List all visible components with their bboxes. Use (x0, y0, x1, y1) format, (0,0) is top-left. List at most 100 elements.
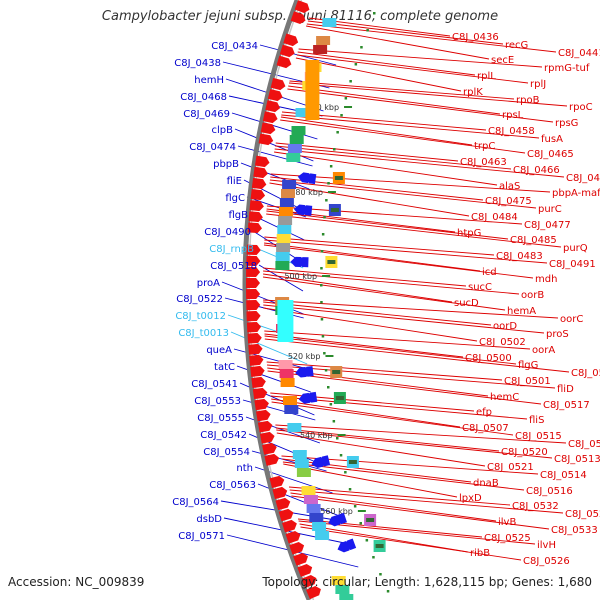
leader-line (275, 145, 512, 170)
gene-label-right: pbpA-maf (552, 188, 600, 199)
scale-label: 480 kbp (290, 188, 323, 197)
gene-label-left: clpB (212, 125, 234, 136)
gene-label-left: C8J_t0012 (175, 311, 226, 322)
leader-line (271, 401, 514, 436)
leader-line (263, 270, 520, 295)
reverse-gene-arrow (257, 420, 273, 433)
gene-label-right: ilvB (498, 517, 516, 528)
gene-label-right: C8J_0436 (452, 32, 499, 43)
reverse-gene-arrow (276, 55, 292, 69)
leader-line (275, 424, 567, 444)
feature-block (301, 486, 316, 495)
gene-label-right: C8J_0524 (565, 509, 600, 520)
feature-block (375, 544, 384, 548)
feature-block (296, 468, 311, 477)
feature-block (335, 396, 344, 400)
scale-dot (336, 437, 339, 440)
feature-block (287, 144, 302, 153)
reverse-gene-arrow (251, 376, 266, 389)
feature-block (309, 513, 324, 522)
gene-label-right: sucD (454, 298, 479, 309)
feature-block (286, 153, 301, 162)
reverse-gene-arrow (278, 508, 294, 522)
gene-label-right: recG (505, 40, 528, 51)
leader-line (307, 20, 504, 45)
leader-line (306, 25, 490, 60)
leader-line (274, 151, 498, 186)
gene-label-right: purC (538, 204, 562, 215)
gene-label-left: C8J_0438 (174, 58, 221, 69)
scale-dot (329, 403, 333, 406)
reverse-gene-arrow (262, 111, 278, 124)
gene-label-right: C8J_0500 (465, 353, 512, 364)
gene-label-right: mdh (535, 274, 557, 285)
gene-label-right: C8J_0466 (513, 165, 560, 176)
forward-gene-arrow (298, 392, 311, 404)
gene-label-right: proS (546, 329, 569, 340)
leader-line (289, 80, 515, 100)
scale-dot (320, 301, 323, 304)
reverse-gene-arrow (301, 574, 317, 588)
reverse-gene-arrow (270, 77, 286, 91)
forward-gene-arrow (293, 204, 306, 216)
gene-label-right: rpoB (516, 95, 540, 106)
reverse-gene-arrow (250, 189, 266, 201)
gene-label-right: C8J_0441 (558, 48, 600, 59)
gene-label-right: C8J_0458 (488, 126, 535, 137)
leader-line (297, 51, 476, 76)
scale-dot (329, 165, 333, 168)
leader-line (296, 54, 529, 84)
feature-block (289, 135, 304, 144)
forward-gene-arrow (290, 256, 302, 268)
gene-label-right: fliD (557, 384, 574, 395)
gene-label-right: dnaB (473, 478, 499, 489)
feature-block (334, 176, 343, 180)
reverse-gene-arrow (251, 177, 267, 190)
leader-line (263, 267, 467, 287)
reverse-gene-arrow (306, 586, 321, 600)
gene-label-right: rplL (477, 71, 496, 82)
feature-block (292, 450, 307, 459)
leader-line (297, 518, 483, 538)
gene-label-right: lpxD (459, 493, 482, 504)
scale-dot (344, 471, 347, 474)
gene-label-right: C8J_0507 (462, 423, 509, 434)
leader-line (263, 244, 534, 279)
reverse-gene-arrow (259, 431, 275, 444)
reverse-gene-arrow (252, 387, 268, 400)
leader-line (287, 88, 554, 123)
gene-label-right: rpsG (555, 118, 578, 129)
gene-label-left: C8J_0555 (197, 413, 244, 424)
reverse-gene-arrow (246, 310, 261, 322)
leader-line (306, 23, 557, 53)
reverse-gene-arrow (246, 244, 261, 256)
gene-label-left: nth (236, 463, 253, 474)
gene-label-right: rpsL (502, 110, 524, 121)
gene-label-right: secE (491, 55, 514, 66)
scale-dot (336, 131, 339, 134)
forward-gene-arrow (295, 366, 307, 378)
scale-dot (339, 454, 343, 457)
gene-label-right: hemC (490, 392, 519, 403)
gene-label-left: C8J_0518 (210, 261, 257, 272)
reverse-gene-arrow (275, 497, 291, 511)
scale-dot (333, 148, 336, 151)
gene-label-left: C8J_0564 (172, 497, 219, 508)
scale-dot (323, 216, 326, 219)
reverse-gene-arrow (269, 475, 285, 489)
leader-line (288, 85, 501, 115)
reverse-gene-arrow (297, 563, 313, 577)
gene-label-right: C8J_0517 (543, 400, 590, 411)
feature-block (295, 108, 310, 117)
accession-text: Accession: NC_009839 (8, 575, 145, 589)
feature-block (287, 423, 302, 432)
leader-line (263, 304, 545, 334)
leader-line (263, 299, 559, 319)
leader-line (291, 495, 550, 530)
gene-label-right: fusA (541, 134, 563, 145)
leader-line (270, 392, 475, 412)
gene-label-right: rplJ (530, 79, 546, 90)
gene-label-right: C8J_0484 (471, 212, 518, 223)
leader-line (300, 526, 522, 561)
reverse-gene-arrow (249, 354, 264, 366)
